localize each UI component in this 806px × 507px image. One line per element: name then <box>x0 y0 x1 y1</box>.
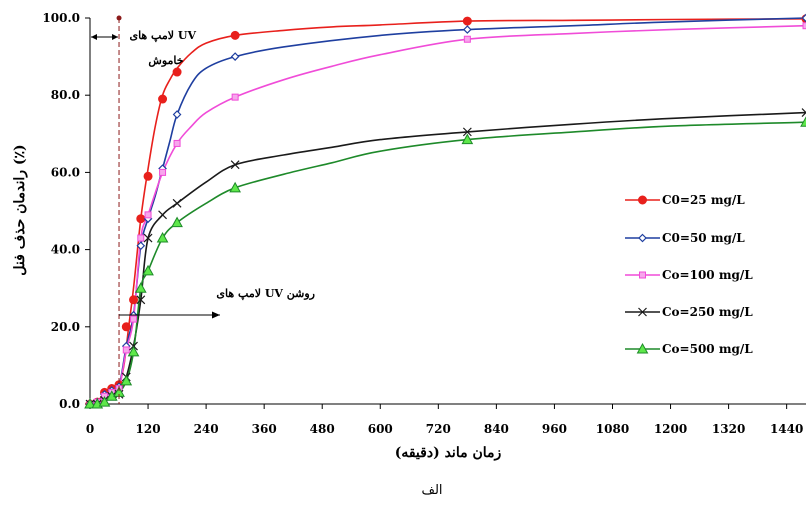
legend-label-2: C0=50 mg/L <box>662 231 745 245</box>
chart-caption: الف <box>421 483 442 498</box>
legend-marker-3 <box>640 272 646 278</box>
x-tick-label: 720 <box>426 422 451 436</box>
axes: 0 120 240 360 480 600 720 840 960 1080 1200 1320 144… <box>42 11 806 436</box>
legend: C0=25 mg/L C0=50 mg/L Co=100 mg/L Co=250 mg… <box>625 193 753 356</box>
x-axis-title: زمان ماند (دقیقه) <box>395 445 502 461</box>
x-tick-label: 360 <box>252 422 277 436</box>
uv-on-label: لامپ های UV روشن <box>216 287 315 300</box>
legend-label-3: Co=100 mg/L <box>662 268 753 282</box>
y-tick-label: 100.0 <box>42 11 80 25</box>
x-tick-label: 600 <box>368 422 393 436</box>
series-2-point <box>174 111 181 118</box>
series-3-point <box>232 94 238 100</box>
y-tick-label: 80.0 <box>51 88 80 102</box>
uv-switch-dot <box>117 16 122 21</box>
series-1-point <box>173 68 181 76</box>
uv-on-arrowhead <box>212 312 220 319</box>
series-2-point <box>232 53 239 60</box>
y-tick-label: 20.0 <box>51 320 80 334</box>
y-tick-label: 60.0 <box>51 165 80 179</box>
series-1-point <box>130 296 138 304</box>
x-tick-label: 960 <box>542 422 567 436</box>
x-tick-label: 1320 <box>712 422 745 436</box>
series-3-point <box>131 316 137 322</box>
series-3-point <box>138 235 144 241</box>
series-3-point <box>145 212 151 218</box>
y-axis-title: راندمان حذف فنل (٪) <box>12 144 28 275</box>
x-tick-label: 120 <box>136 422 161 436</box>
series-2-point <box>464 26 471 33</box>
series-5-point <box>158 233 168 242</box>
series-3-point <box>464 36 470 42</box>
uv-off-label: لامپ های UV <box>129 29 196 42</box>
x-tick-label: 1080 <box>596 422 629 436</box>
legend-label-4: Co=250 mg/L <box>662 305 753 319</box>
series-1-point <box>122 323 130 331</box>
series-4-point <box>173 199 181 207</box>
y-tick-label: 0.0 <box>59 397 80 411</box>
series-1-point <box>231 31 239 39</box>
legend-label-1: C0=25 mg/L <box>662 193 745 207</box>
series-1-point <box>159 95 167 103</box>
series-4-point <box>159 211 167 219</box>
series-4-line <box>90 113 806 405</box>
x-tick-label: 840 <box>484 422 509 436</box>
series-3-point <box>174 140 180 146</box>
series-3-point <box>160 169 166 175</box>
x-tick-label: 1200 <box>654 422 687 436</box>
series-1-point <box>144 172 152 180</box>
x-tick-label: 240 <box>194 422 219 436</box>
legend-marker-2 <box>639 235 646 242</box>
x-tick-label: 1440 <box>770 422 803 436</box>
series-3-point <box>123 347 129 353</box>
x-tick-label: 0 <box>86 422 94 436</box>
legend-label-5: Co=500 mg/L <box>662 342 753 356</box>
series-5-line <box>90 122 806 404</box>
uv-off-label-2: خاموش <box>148 54 183 67</box>
series-5-point <box>129 347 139 356</box>
uv-off-arrowhead-right <box>112 34 118 40</box>
series-1-point <box>463 17 471 25</box>
legend-marker-1 <box>639 196 647 204</box>
series-4-point <box>231 161 239 169</box>
y-tick-label: 40.0 <box>51 243 80 257</box>
uv-off-arrowhead-left <box>91 34 97 40</box>
x-tick-label: 480 <box>310 422 335 436</box>
series-1-point <box>137 215 145 223</box>
